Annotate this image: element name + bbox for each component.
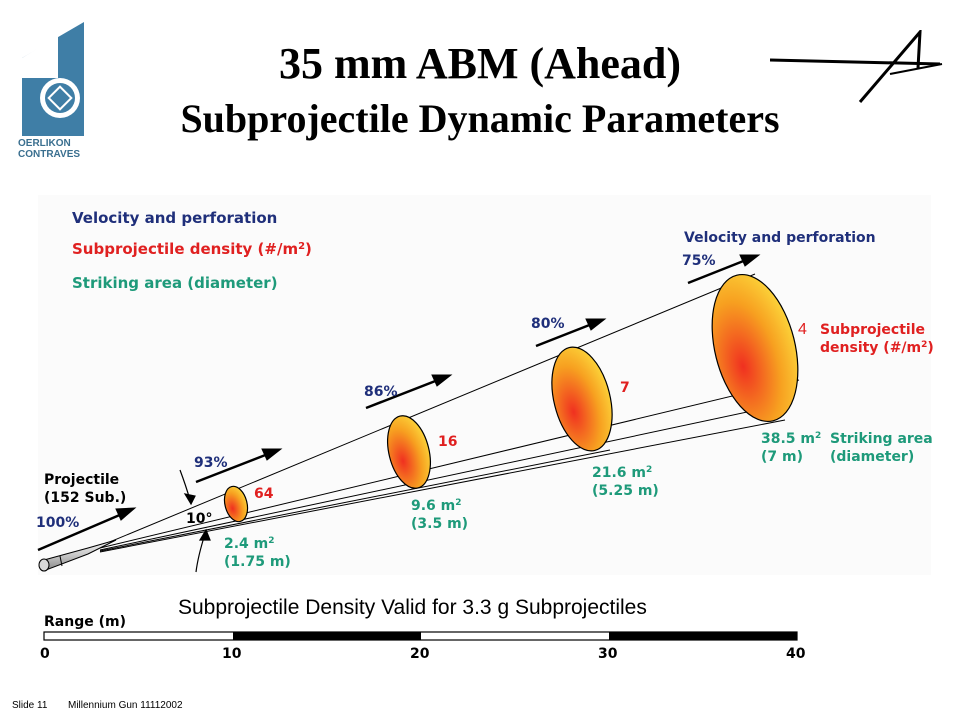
- cone-line-low: [99, 449, 611, 552]
- density-10m: 64: [254, 486, 274, 502]
- footer-slide-number: Slide 11: [12, 700, 48, 711]
- angle-pointers: [179, 469, 211, 573]
- velocity-10m: 93%: [194, 455, 228, 471]
- density-30m: 7: [620, 380, 630, 396]
- legend-density: Subprojectile density (#/m2): [72, 240, 312, 258]
- range-tick-30: 30: [598, 646, 618, 662]
- right-density-label-2: density (#/m2): [820, 340, 934, 356]
- diameter-30m: (5.25 m): [592, 483, 659, 499]
- density-20m: 16: [438, 434, 457, 450]
- velocity-arrow-86: [365, 374, 453, 410]
- velocity-20m: 86%: [364, 384, 398, 400]
- dispersion-disk-20m: [387, 415, 431, 489]
- projectile-velocity: 100%: [36, 515, 79, 531]
- velocity-arrow-80: [535, 318, 607, 348]
- dispersion-disk-10m: [223, 485, 249, 523]
- dispersion-disk-30m: [551, 346, 613, 452]
- right-velocity-label: Velocity and perforation: [684, 230, 876, 246]
- cone-line-top: [99, 273, 756, 547]
- projectile-sub-count: (152 Sub.): [44, 490, 126, 506]
- velocity-arrow-75: [687, 254, 761, 285]
- oerlikon-logo: OERLIKON CONTRAVES: [18, 18, 90, 160]
- diameter-20m: (3.5 m): [411, 516, 468, 532]
- range-scale: [43, 631, 798, 641]
- area-20m: 9.6 m2: [411, 498, 462, 514]
- range-segment-30-40: [609, 632, 797, 640]
- cone-angle: 10°: [186, 511, 212, 527]
- area-30m: 21.6 m2: [592, 465, 652, 481]
- density-note: Subprojectile Density Valid for 3.3 g Su…: [178, 596, 647, 619]
- footer-document: Millennium Gun 11112002: [68, 700, 183, 711]
- velocity-30m: 80%: [531, 316, 565, 332]
- cone-lines: [99, 273, 800, 553]
- range-tick-40: 40: [786, 646, 806, 662]
- range-tick-20: 20: [410, 646, 430, 662]
- star-logo: [769, 27, 950, 110]
- legend-velocity: Velocity and perforation: [72, 209, 277, 227]
- logo-text-line-2: CONTRAVES: [18, 149, 81, 160]
- velocity-arrow-100: [37, 507, 137, 552]
- right-area-label-1: Striking area: [830, 431, 933, 447]
- cone-line-mid2: [99, 404, 781, 551]
- range-tick-10: 10: [222, 646, 242, 662]
- diameter-10m: (1.75 m): [224, 554, 291, 570]
- star-emblem-icon: [769, 27, 943, 103]
- diameter-40m: (7 m): [761, 449, 803, 465]
- right-density-label-1: Subprojectile: [820, 322, 925, 338]
- title-line-1: 35 mm ABM (Ahead): [278, 39, 682, 88]
- area-40m: 38.5 m2: [761, 431, 821, 447]
- velocity-arrow-93: [195, 448, 283, 484]
- velocity-arrows: [37, 254, 761, 552]
- projectile-icon: [38, 539, 117, 572]
- legend-area: Striking area (diameter): [72, 274, 278, 292]
- right-area-label-2: (diameter): [830, 449, 914, 465]
- range-segment-10-20: [233, 632, 421, 640]
- range-tick-0: 0: [40, 646, 50, 662]
- projectile-label: Projectile: [44, 472, 119, 488]
- logo-text-line-1: OERLIKON: [18, 138, 71, 149]
- density-40m: 4: [798, 321, 807, 338]
- cone-line-mid1: [99, 379, 800, 549]
- oerlikon-emblem-icon: [22, 22, 84, 136]
- title-line-2: Subprojectile Dynamic Parameters: [180, 96, 780, 141]
- area-10m: 2.4 m2: [224, 536, 275, 552]
- velocity-40m: 75%: [682, 253, 716, 269]
- range-label: Range (m): [44, 614, 126, 630]
- dispersion-disk-40m: [711, 273, 799, 423]
- cone-line-bottom: [99, 419, 786, 553]
